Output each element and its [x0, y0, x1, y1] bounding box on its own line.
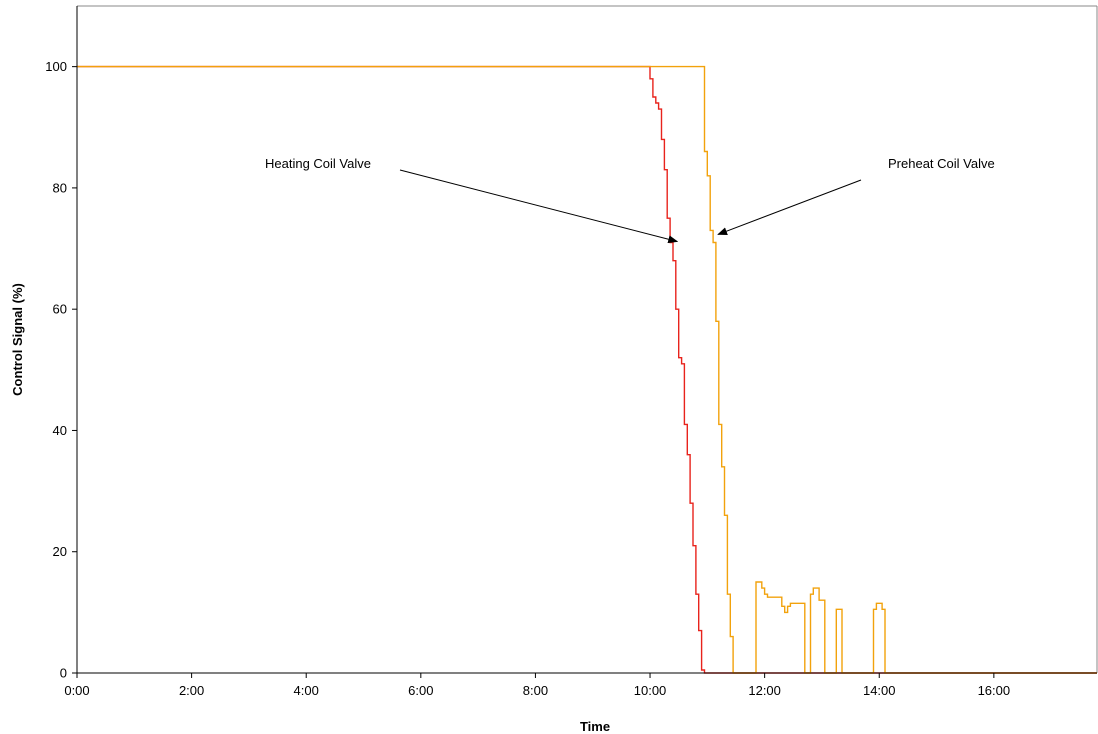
x-tick-label: 12:00: [748, 683, 781, 698]
y-tick-label: 0: [60, 666, 67, 681]
annotation-heating-coil-valve: Heating Coil Valve: [265, 156, 371, 171]
x-tick-label: 8:00: [523, 683, 548, 698]
x-tick-label: 0:00: [64, 683, 89, 698]
y-tick-label: 60: [53, 302, 67, 317]
y-tick-label: 40: [53, 423, 67, 438]
x-axis-title: Time: [580, 719, 610, 734]
x-tick-label: 10:00: [634, 683, 667, 698]
y-tick-label: 80: [53, 180, 67, 195]
y-tick-label: 100: [45, 59, 67, 74]
y-axis-title: Control Signal (%): [10, 283, 25, 396]
series-line-2: [77, 65, 1097, 674]
plot-area: [77, 5, 1098, 673]
series-line-1: [77, 65, 1097, 674]
annotations: Heating Coil Valve Preheat Coil Valve: [265, 156, 995, 244]
y-tick-label: 20: [53, 544, 67, 559]
annotation-arrow: [717, 179, 862, 235]
x-tick-label: 16:00: [978, 683, 1011, 698]
annotation-preheat-coil-valve: Preheat Coil Valve: [888, 156, 995, 171]
x-tick-label: 6:00: [408, 683, 433, 698]
x-ticks: 0:00 2:00 4:00 6:00 8:00 10:00 12:00 14:00 16:00: [64, 673, 1010, 698]
x-tick-label: 4:00: [294, 683, 319, 698]
y-ticks: 0 20 40 60 80 100: [45, 59, 77, 681]
series-layer: [77, 65, 1097, 674]
annotation-arrow: [399, 169, 679, 244]
x-tick-label: 14:00: [863, 683, 896, 698]
x-tick-label: 2:00: [179, 683, 204, 698]
